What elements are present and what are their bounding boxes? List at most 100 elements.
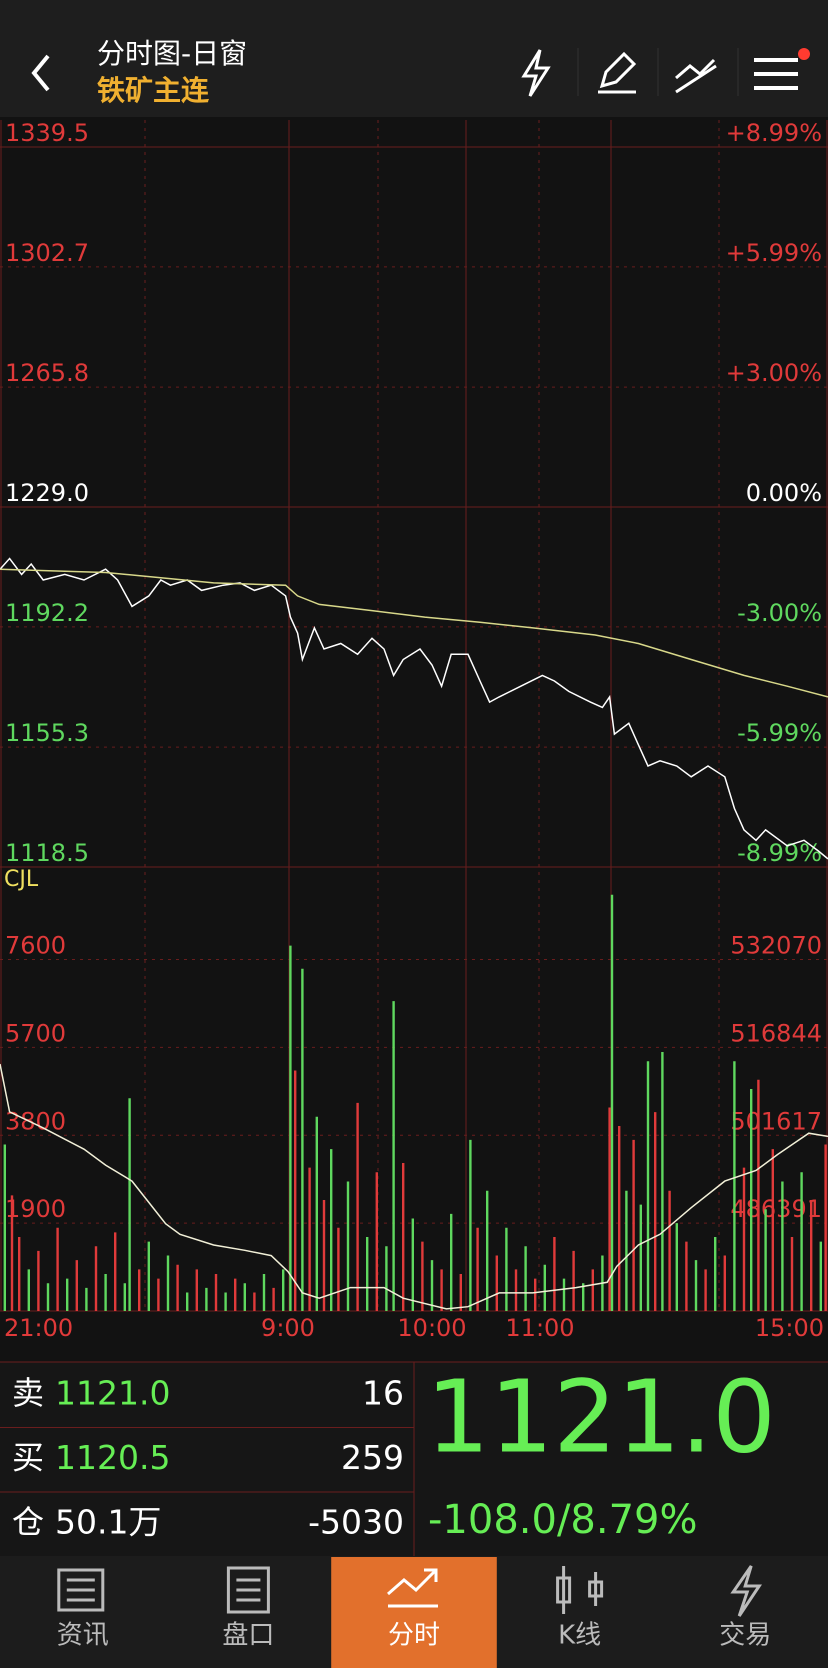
volume-bar [781,1181,784,1311]
badge [798,48,810,60]
volume-bar [375,1172,378,1311]
row-qty: 16 [362,1374,404,1413]
volume-bar [411,1218,414,1311]
y-tick-label: 1265.8 [5,359,89,387]
volume-bar [771,1149,774,1311]
volume-bar [322,1200,326,1311]
volume-bar [750,1089,753,1311]
back-button[interactable] [31,54,50,92]
tab-label[interactable]: 资讯 [57,1621,109,1651]
volume-bar [294,1070,297,1311]
volume-bar [694,1260,698,1311]
price-change: -108.0/8.79% [428,1497,698,1543]
y2-tick-label: -3.00% [737,599,822,627]
volume-bar [608,1107,611,1311]
volume-bar [430,1260,434,1311]
row-price: 1121.0 [55,1374,170,1413]
flash-icon[interactable] [521,49,551,97]
volume-bar [582,1283,585,1311]
volume-bar [486,1190,489,1311]
volume-bar [591,1269,594,1311]
subtitle: 铁矿主连 [97,74,210,107]
x-tick-label: 9:00 [261,1314,315,1342]
volume-bar [421,1241,424,1311]
y-tick-label: 5700 [5,1019,66,1047]
y-tick-label: 1229.0 [5,479,89,507]
x-tick-label: 21:00 [4,1314,73,1342]
volume-bar [176,1264,179,1311]
volume-bar [800,1172,803,1311]
row-label: 卖 [12,1374,44,1412]
volume-bar [128,1098,131,1311]
volume-bar [392,1001,395,1311]
volume-bar [661,1052,664,1311]
tab-icon [556,1566,604,1614]
tab-icon [57,1568,105,1612]
volume-bar [10,1195,14,1311]
tab-label[interactable]: 盘口 [222,1621,274,1651]
volume-bar [757,1079,760,1311]
volume-bar [704,1269,707,1311]
y-tick-label: 1118.5 [5,839,89,867]
volume-bar [810,1200,813,1311]
x-tick-label: 11:00 [505,1314,574,1342]
volume-bar [346,1181,350,1311]
tab-label[interactable]: 交易 [719,1621,771,1651]
volume-bar [205,1287,208,1311]
row-label: 仓 [12,1503,44,1541]
row-label: 买 [12,1439,44,1477]
volume-bar [790,1237,794,1311]
volume-bar [668,1190,671,1311]
volume-bar [534,1278,537,1311]
y-tick-label: 1339.5 [5,119,89,147]
row-qty: 259 [341,1438,404,1477]
volume-bar [742,1167,746,1311]
volume-bar [450,1213,453,1311]
volume-bar [385,1246,388,1311]
indicator-icon[interactable] [675,58,717,94]
volume-bar [114,1232,117,1311]
tab-icon-shape [57,1568,105,1612]
title: 分时图-日窗 [97,37,247,70]
tab-label[interactable]: 分时 [388,1621,440,1651]
volume-bar [166,1255,170,1311]
volume-bar [214,1274,218,1311]
y2-tick-label: -8.99% [737,839,822,867]
volume-bar [123,1283,126,1311]
tab-icon-shape [387,1568,438,1608]
x-tick-label: 10:00 [397,1314,466,1342]
volume-bar [625,1190,628,1311]
volume-bar [402,1163,405,1311]
volume-bar [3,1144,6,1311]
draw-icon[interactable] [598,51,637,94]
volume-bar [610,894,614,1311]
volume-bar [289,945,292,1311]
volume-bar [714,1237,717,1311]
volume-bar [253,1292,256,1311]
volume-bar [18,1237,21,1311]
volume-bar [147,1241,150,1311]
volume-bar [272,1287,275,1311]
volume-bar [654,1112,657,1311]
tab-label[interactable]: K线 [558,1621,601,1651]
menu-icon[interactable] [754,58,798,90]
volume-bar [440,1269,443,1311]
tab-icon [387,1568,438,1608]
y2-tick-label: 501617 [730,1107,822,1135]
volume-bar [308,1167,311,1311]
volume-bar [195,1269,198,1311]
open-interest-line [0,1063,828,1310]
y2-tick-label: +8.99% [726,119,822,147]
y2-tick-label: 532070 [730,932,822,960]
tab-icon [226,1566,270,1614]
volume-bar [337,1227,340,1311]
tab-icon-shape [226,1566,270,1614]
y-tick-label: 1302.7 [5,239,89,267]
volume-bar [301,968,304,1311]
tab-icon-shape [556,1566,604,1614]
price-line [0,568,828,698]
volume-bar [646,1061,650,1311]
chart-bg [0,117,828,1362]
